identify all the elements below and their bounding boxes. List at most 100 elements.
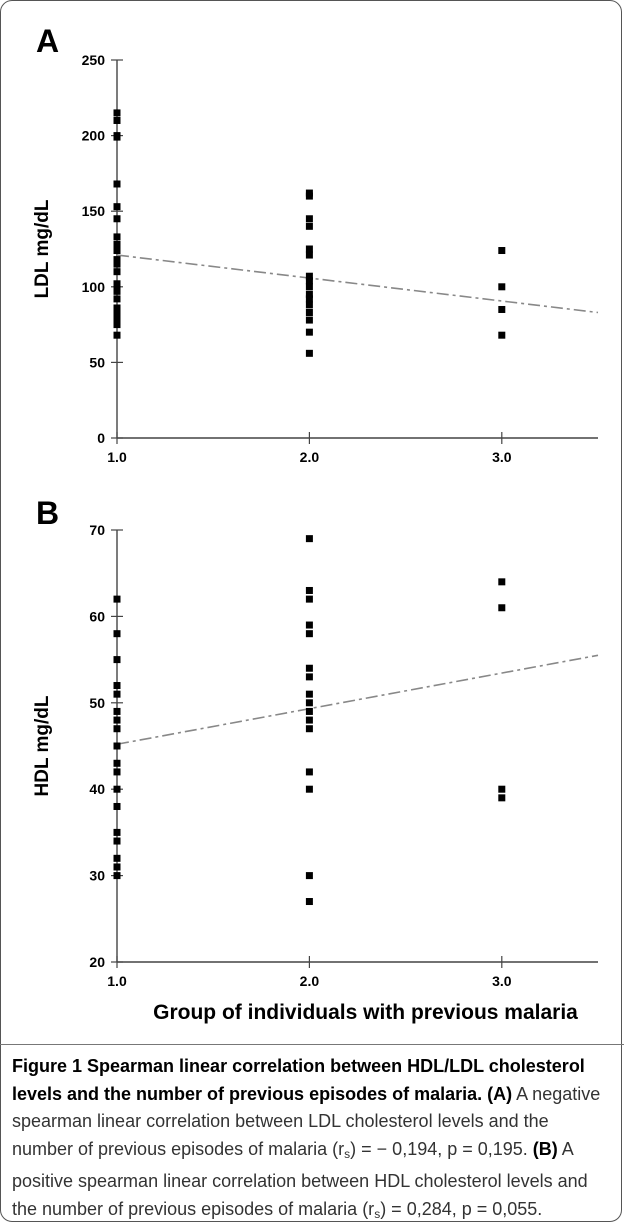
hdl-scatter-chart: B 20 30 40 50 60 70 1.0 2.0 3.0 Group of individua… bbox=[32, 495, 599, 1024]
data-point bbox=[113, 802, 121, 810]
data-point bbox=[498, 794, 506, 802]
y-tick-label: 50 bbox=[89, 695, 105, 711]
data-point bbox=[305, 595, 313, 603]
data-point bbox=[305, 621, 313, 629]
data-point bbox=[113, 759, 121, 767]
data-point bbox=[498, 785, 506, 793]
data-point bbox=[113, 247, 121, 255]
x-tick-label: 2.0 bbox=[300, 449, 320, 465]
data-point bbox=[498, 578, 506, 586]
x-tick-label: 1.0 bbox=[107, 973, 127, 989]
data-point bbox=[113, 310, 121, 318]
panel-letter: A bbox=[36, 23, 59, 59]
caption-paragraph: Figure 1 Spearman linear correlation bet… bbox=[12, 1053, 610, 1228]
data-point bbox=[305, 716, 313, 724]
caption-b-subscript: s bbox=[374, 1206, 381, 1221]
x-tick-label: 2.0 bbox=[300, 973, 320, 989]
data-point bbox=[113, 725, 121, 733]
data-point bbox=[305, 272, 313, 280]
x-axis-title: Group of individuals with previous malar… bbox=[153, 1001, 578, 1024]
data-point bbox=[113, 260, 121, 268]
y-tick-label: 40 bbox=[89, 781, 105, 797]
data-point bbox=[113, 656, 121, 664]
x-tick-label: 3.0 bbox=[492, 449, 512, 465]
data-point bbox=[498, 305, 506, 313]
data-point bbox=[113, 268, 121, 276]
x-tick-label: 1.0 bbox=[107, 449, 127, 465]
data-point bbox=[113, 287, 121, 295]
data-point bbox=[305, 215, 313, 223]
data-point bbox=[113, 785, 121, 793]
caption-a-text-1: A negative spearman linear correlation b… bbox=[12, 1083, 601, 1159]
y-tick-label: 0 bbox=[97, 430, 105, 446]
y-tick-label: 200 bbox=[82, 128, 106, 144]
data-point bbox=[305, 699, 313, 707]
data-point bbox=[113, 240, 121, 248]
data-point bbox=[113, 828, 121, 836]
figure-caption: Figure 1 Spearman linear correlation bet… bbox=[0, 1044, 624, 1224]
data-point bbox=[305, 872, 313, 880]
data-point bbox=[113, 256, 121, 264]
data-point bbox=[113, 321, 121, 329]
data-point bbox=[305, 192, 313, 200]
data-point bbox=[305, 898, 313, 906]
data-point bbox=[305, 690, 313, 698]
y-tick-label: 60 bbox=[89, 608, 105, 624]
data-point bbox=[113, 316, 121, 324]
data-point bbox=[113, 233, 121, 241]
data-point bbox=[498, 283, 506, 291]
data-point bbox=[305, 301, 313, 309]
y-tick-label: 20 bbox=[89, 954, 105, 970]
data-point bbox=[113, 215, 121, 223]
data-point bbox=[113, 180, 121, 188]
panel-b: B 20 30 40 50 60 70 1.0 2.0 3.0 Group of individua… bbox=[0, 472, 624, 1040]
data-point bbox=[113, 109, 121, 117]
data-point bbox=[113, 742, 121, 750]
data-point bbox=[305, 290, 313, 298]
data-point bbox=[305, 707, 313, 715]
data-point bbox=[113, 116, 121, 124]
data-point bbox=[498, 247, 506, 255]
data-point bbox=[113, 203, 121, 211]
y-tick-label: 70 bbox=[89, 522, 105, 538]
x-tick-label: 3.0 bbox=[492, 973, 512, 989]
y-tick-label: 100 bbox=[82, 279, 106, 295]
data-point bbox=[305, 295, 313, 303]
data-point bbox=[305, 251, 313, 259]
y-tick-label: 50 bbox=[89, 354, 105, 370]
data-point bbox=[113, 837, 121, 845]
data-point bbox=[113, 595, 121, 603]
data-point bbox=[113, 863, 121, 871]
data-point bbox=[305, 277, 313, 285]
data-point bbox=[113, 630, 121, 638]
data-point bbox=[113, 331, 121, 339]
y-axis-title: LDL mg/dL bbox=[32, 199, 53, 298]
trend-line bbox=[116, 254, 599, 314]
y-axis-title: HDL mg/dL bbox=[32, 695, 53, 796]
data-point bbox=[305, 222, 313, 230]
caption-a-subscript: s bbox=[344, 1146, 351, 1161]
panel-letter: B bbox=[36, 495, 59, 531]
data-point bbox=[305, 725, 313, 733]
data-point bbox=[113, 295, 121, 303]
y-tick-label: 150 bbox=[82, 203, 106, 219]
data-point bbox=[305, 768, 313, 776]
data-point bbox=[305, 630, 313, 638]
data-point bbox=[305, 316, 313, 324]
data-point bbox=[498, 331, 506, 339]
data-point bbox=[305, 245, 313, 253]
data-point bbox=[113, 682, 121, 690]
data-point bbox=[305, 283, 313, 291]
data-point bbox=[113, 133, 121, 141]
data-point bbox=[113, 304, 121, 312]
data-point bbox=[113, 716, 121, 724]
caption-a-tag: (A) bbox=[487, 1083, 513, 1104]
data-point bbox=[305, 309, 313, 317]
data-point bbox=[305, 328, 313, 336]
data-point bbox=[305, 673, 313, 681]
data-point bbox=[305, 785, 313, 793]
data-point bbox=[305, 349, 313, 357]
